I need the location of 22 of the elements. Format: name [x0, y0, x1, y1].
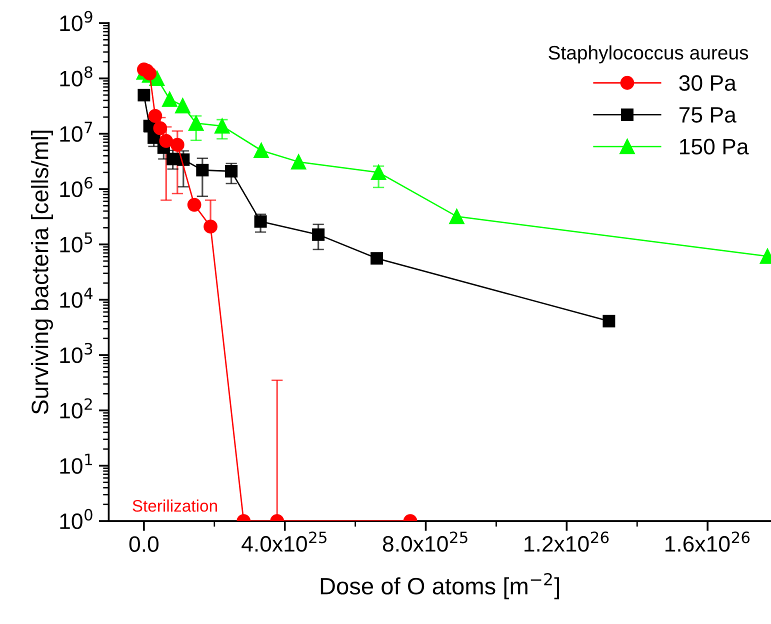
x-tick-label: 4.0x10$^{25}$: [242, 532, 326, 552]
y-tick-label: 10$^{8}$: [60, 66, 92, 87]
y-tick-label: 10$^{9}$: [60, 10, 92, 32]
y-tick-label: 10$^{6}$: [60, 176, 92, 198]
y-tick-label: 10$^{0}$: [60, 508, 92, 530]
y-axis-title: Surviving bacteria [cells/ml]: [31, 130, 54, 414]
x-tick-label: 1.2x10$^{26}$: [524, 532, 609, 552]
x-tick-label: 1.6x10$^{26}$: [666, 532, 750, 552]
x-tick-label: 8.0x10$^{25}$: [382, 532, 468, 552]
legend-label: 30 Pa: [679, 75, 736, 91]
y-tick-label: 10$^{5}$: [60, 232, 92, 253]
y-tick-label: 10$^{2}$: [60, 398, 92, 418]
y-tick-label: 10$^{7}$: [60, 122, 92, 142]
y-tick-label: 10$^{4}$: [60, 288, 93, 308]
legend-label: 150 Pa: [680, 138, 749, 155]
legend-title: Staphylococcus aureus: [548, 45, 748, 64]
x-tick-label: 0.0: [129, 536, 159, 552]
y-tick-label: 10$^{1}$: [60, 454, 92, 474]
annotation: Sterilization: [132, 500, 217, 512]
y-tick-label: 10$^{3}$: [60, 342, 92, 364]
x-axis-title: Dose of O atoms [m$^{−2}$]: [320, 573, 560, 600]
legend-label: 75 Pa: [679, 107, 736, 123]
